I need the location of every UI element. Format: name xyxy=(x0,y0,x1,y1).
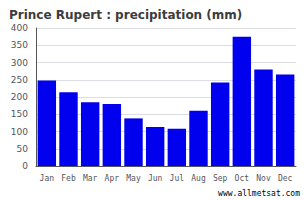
svg-text:May: May xyxy=(126,174,141,183)
svg-text:Dec: Dec xyxy=(278,174,293,183)
svg-text:Prince Rupert : precipitation: Prince Rupert : precipitation (mm) xyxy=(9,8,242,22)
svg-text:250: 250 xyxy=(11,75,28,85)
svg-text:Apr: Apr xyxy=(105,174,120,183)
svg-text:Nov: Nov xyxy=(256,174,271,183)
svg-text:400: 400 xyxy=(11,23,28,33)
svg-text:Feb: Feb xyxy=(61,174,76,183)
svg-text:Jul: Jul xyxy=(170,174,185,183)
svg-text:Mar: Mar xyxy=(83,174,98,183)
svg-text:Jan: Jan xyxy=(40,174,55,183)
svg-text:0: 0 xyxy=(22,161,28,171)
svg-text:Jun: Jun xyxy=(148,174,163,183)
svg-text:www.allmetsat.com: www.allmetsat.com xyxy=(218,189,300,198)
svg-text:Sep: Sep xyxy=(213,174,228,183)
svg-text:Aug: Aug xyxy=(191,174,206,183)
svg-text:100: 100 xyxy=(11,127,28,137)
svg-text:50: 50 xyxy=(17,144,29,154)
svg-text:Oct: Oct xyxy=(235,174,250,183)
svg-text:200: 200 xyxy=(11,92,28,102)
svg-text:300: 300 xyxy=(11,58,28,68)
svg-text:150: 150 xyxy=(11,109,28,119)
svg-text:350: 350 xyxy=(11,40,28,50)
